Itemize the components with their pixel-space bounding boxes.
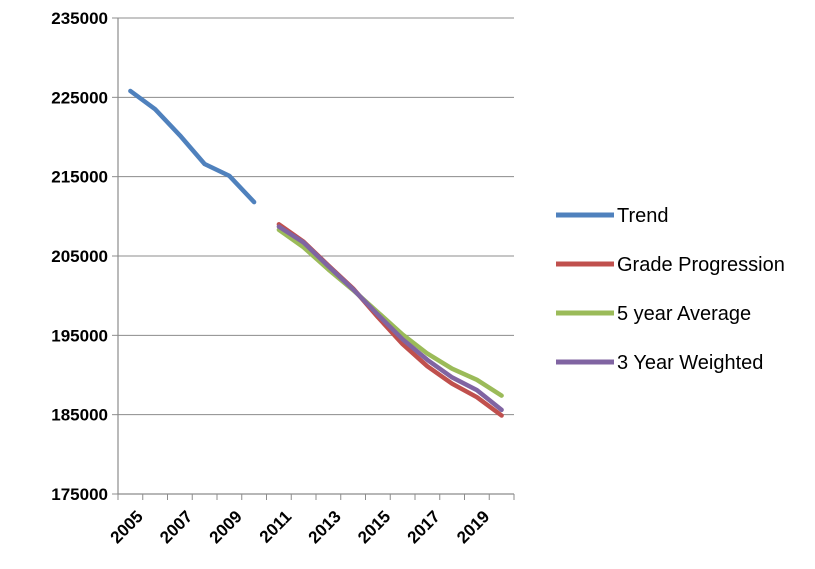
- series-lines: [128, 88, 504, 418]
- axes: [112, 17, 515, 500]
- y-tick-label: 205000: [51, 247, 108, 266]
- y-axis-ticks: 175000 185000 195000 205000 215000 225000 2350…: [51, 9, 108, 504]
- y-tick-label: 235000: [51, 9, 108, 28]
- y-tick-label: 195000: [51, 326, 108, 345]
- y-tick-label: 215000: [51, 168, 108, 187]
- x-tick-label: 2011: [256, 507, 296, 547]
- x-tick-label: 2009: [206, 507, 246, 547]
- x-tick-label: 2007: [156, 507, 196, 547]
- series-line-3-year-weighted: [276, 224, 504, 413]
- x-tick-label: 2019: [453, 507, 493, 547]
- legend-label: Trend: [617, 205, 669, 227]
- legend-label: 5 year Average: [617, 303, 751, 325]
- x-axis-ticks: 2005 2007 2009 2011 2013 2015 2017 2019: [107, 507, 494, 547]
- y-tick-label: 175000: [51, 485, 108, 504]
- x-tick-label: 2017: [404, 507, 444, 547]
- x-tick-label: 2005: [107, 507, 147, 547]
- gridlines: [118, 17, 514, 416]
- series-line-trend: [128, 88, 257, 205]
- x-tick-label: 2013: [305, 507, 345, 547]
- y-tick-label: 185000: [51, 406, 108, 425]
- x-tick-label: 2015: [354, 507, 394, 547]
- series-line-5-year-average: [276, 227, 504, 398]
- legend: Trend Grade Progression 5 year Average 3 Ye…: [556, 205, 785, 374]
- legend-label: Grade Progression: [617, 254, 785, 276]
- legend-label: 3 Year Weighted: [617, 352, 763, 374]
- y-tick-label: 225000: [51, 88, 108, 107]
